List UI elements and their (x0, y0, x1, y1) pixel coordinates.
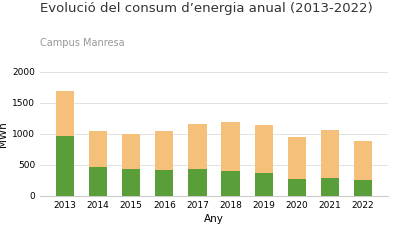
Bar (155, 170, 174, 196)
Bar (354, 180, 372, 196)
Bar (288, 137, 306, 179)
Bar (354, 141, 372, 180)
Bar (188, 169, 206, 196)
Bar (288, 179, 306, 196)
Bar (254, 173, 273, 196)
Text: Evolució del consum d’energia anual (2013-2022): Evolució del consum d’energia anual (201… (40, 2, 373, 15)
Bar (122, 134, 140, 169)
Bar (321, 130, 339, 178)
Bar (155, 131, 174, 170)
Bar (56, 91, 74, 136)
Bar (321, 178, 339, 196)
X-axis label: Any: Any (204, 214, 224, 224)
Bar (222, 122, 240, 171)
Text: Campus Manresa: Campus Manresa (40, 38, 125, 48)
Bar (222, 171, 240, 196)
Bar (188, 124, 206, 169)
Bar (56, 136, 74, 196)
Bar (89, 167, 107, 196)
Bar (122, 169, 140, 196)
Y-axis label: MWh: MWh (0, 121, 8, 147)
Bar (89, 131, 107, 167)
Bar (254, 125, 273, 173)
Legend: Energia fotovoltaica, Gas, Electricitat: Energia fotovoltaica, Gas, Electricitat (106, 238, 322, 239)
